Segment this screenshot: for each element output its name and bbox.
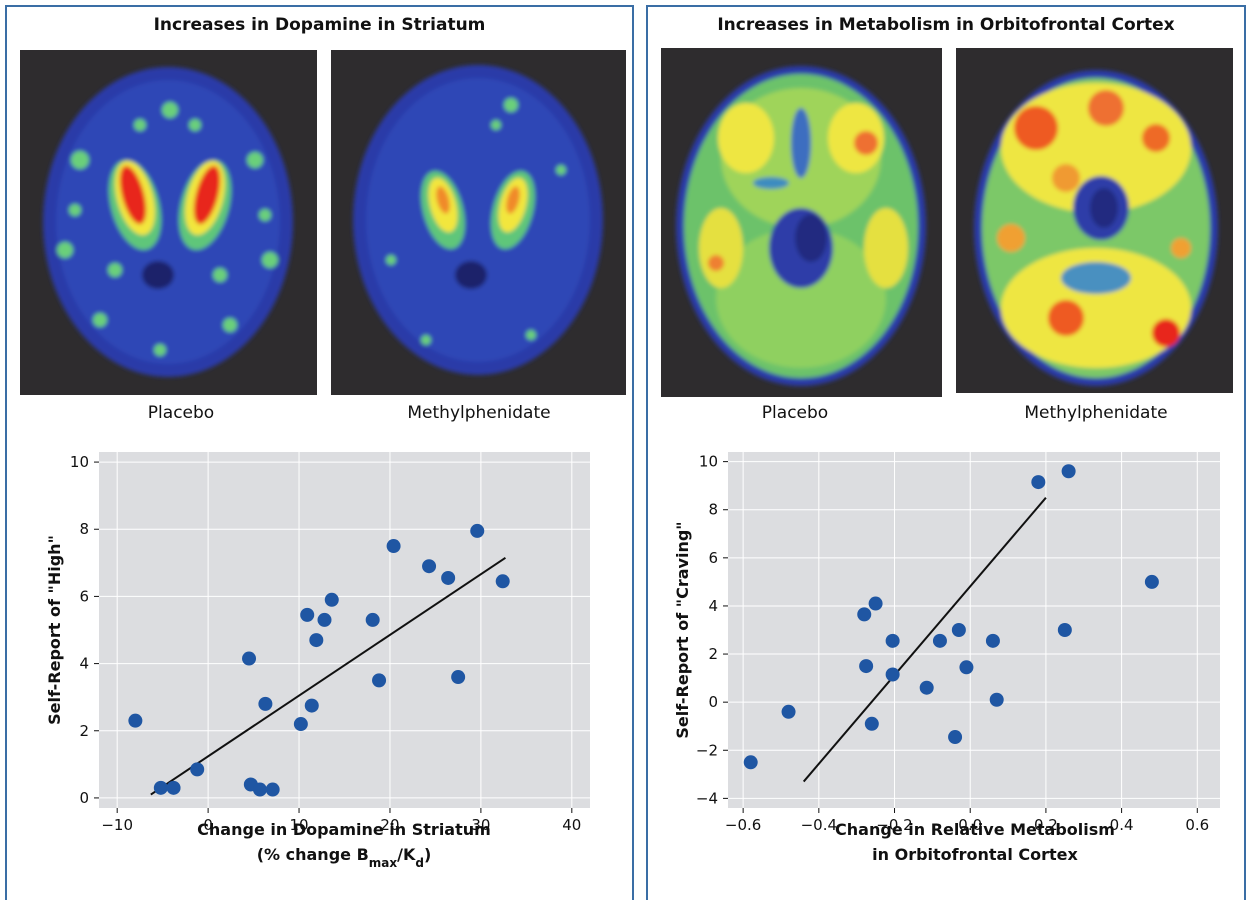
caption-placebo: Placebo [147, 403, 215, 423]
caption-methylphenidate: Methylphenidate [407, 403, 551, 423]
panel-dopamine-striatum: Increases in Dopamine in Striatum [5, 5, 634, 900]
panel-title: Increases in Metabolism in Orbitofrontal… [717, 15, 1175, 35]
pet-scan-methylphenidate [331, 50, 626, 395]
caption-placebo: Placebo [761, 403, 829, 423]
caption-methylphenidate: Methylphenidate [1024, 403, 1168, 423]
pet-scan-methylphenidate [956, 48, 1233, 393]
panel-metabolism-orbitofrontal: Increases in Metabolism in Orbitofrontal… [646, 5, 1246, 900]
pet-scan-placebo [20, 50, 317, 395]
panel-title: Increases in Dopamine in Striatum [153, 15, 486, 35]
pet-scan-placebo [661, 48, 942, 397]
